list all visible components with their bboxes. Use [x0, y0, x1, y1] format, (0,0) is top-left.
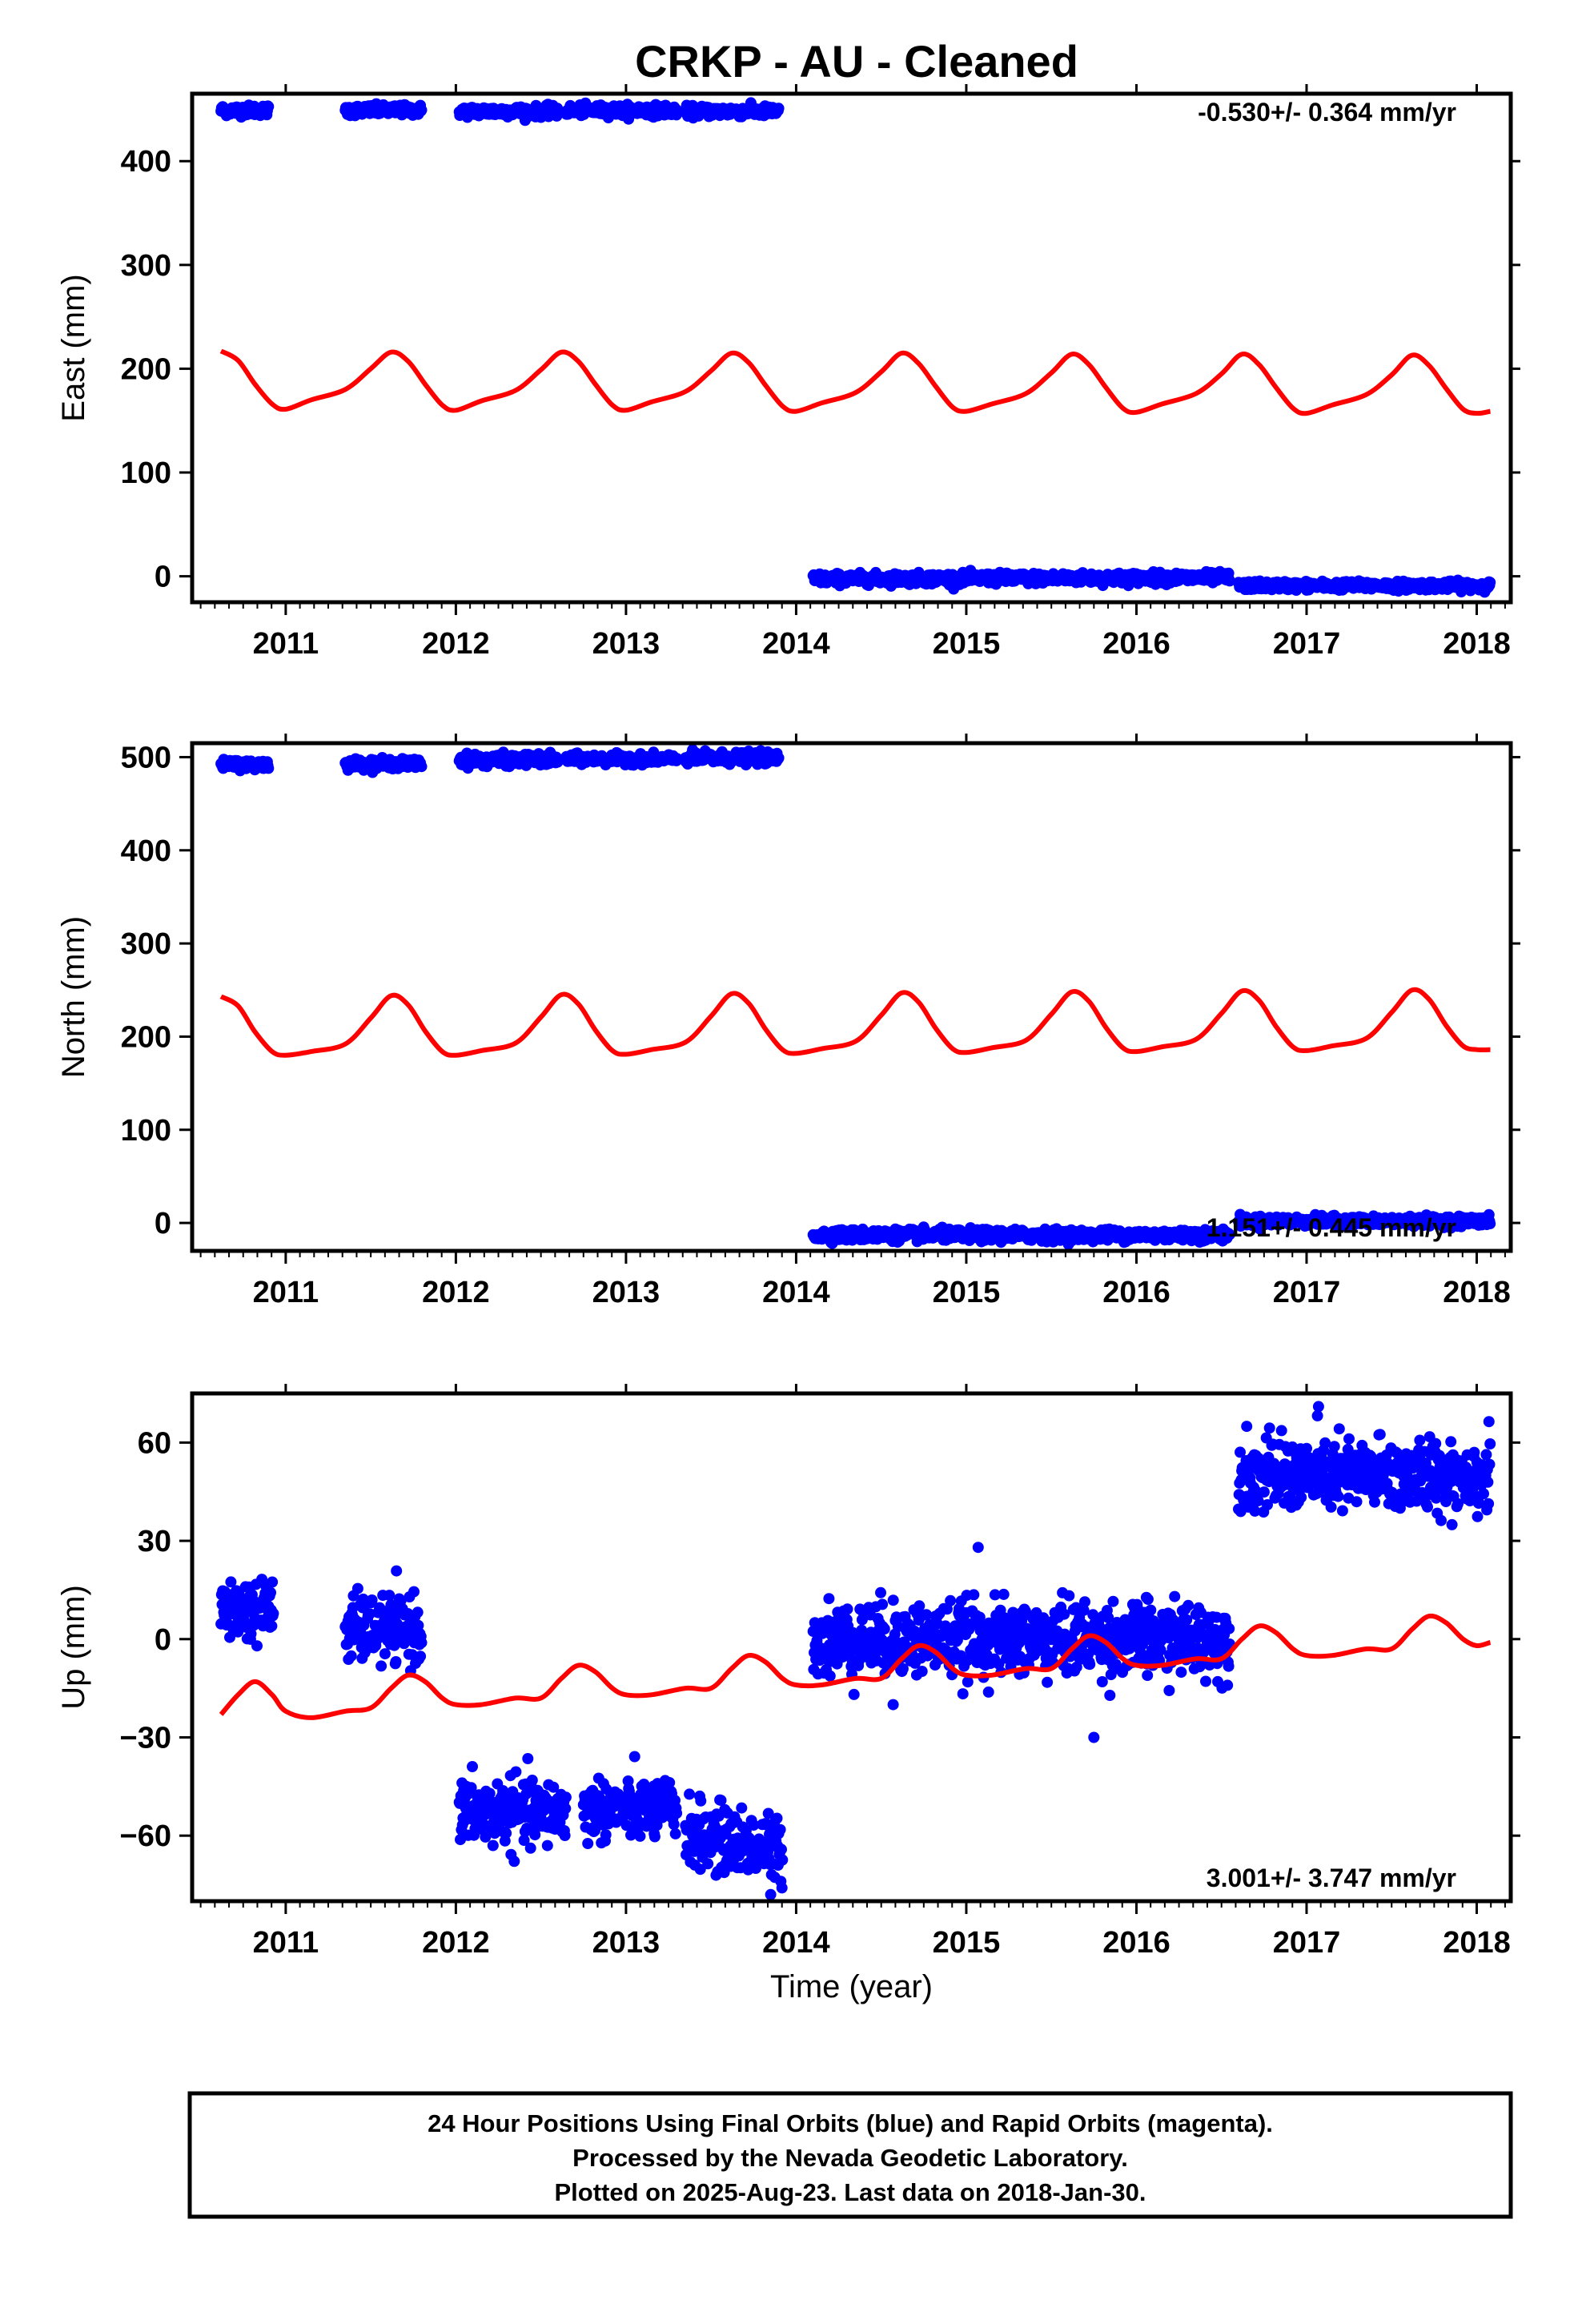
- x-tick-label: 2017: [1273, 627, 1341, 661]
- data-point: [1484, 1218, 1496, 1229]
- x-tick-label: 2015: [933, 627, 1001, 661]
- data-point: [267, 1576, 279, 1588]
- east-rate-label: -0.530+/- 0.364 mm/yr: [1198, 98, 1456, 127]
- data-point: [560, 1791, 572, 1803]
- x-tick-label: 2014: [762, 1276, 830, 1309]
- data-point: [559, 1830, 571, 1841]
- east-plot-frame: [190, 91, 1513, 605]
- east-position-points: [215, 97, 1496, 598]
- data-point: [391, 1565, 403, 1577]
- north-panel: 2011 2012 2013 2014 2015 2016 2017 2018 0 100 200 3…: [56, 734, 1520, 1309]
- x-tick-label: 2012: [422, 1276, 490, 1309]
- x-tick-label: 2018: [1443, 1276, 1511, 1309]
- x-tick-label: 2016: [1102, 1276, 1170, 1309]
- data-point: [560, 1803, 572, 1815]
- data-point: [383, 1590, 396, 1602]
- data-point: [251, 1640, 263, 1652]
- data-point: [634, 1830, 646, 1842]
- x-tick-label: 2013: [592, 627, 661, 661]
- data-point: [508, 1856, 520, 1868]
- data-point: [390, 1656, 402, 1667]
- data-point: [267, 1607, 279, 1619]
- data-point: [684, 1788, 696, 1800]
- y-tick-label: 500: [121, 741, 171, 774]
- y-tick-label: 400: [121, 834, 171, 868]
- y-tick-label: 0: [155, 1207, 171, 1240]
- up-panel: 2011 2012 2013 2014 2015 2016 2017 201860300−30…: [56, 1384, 1520, 2004]
- data-point: [412, 1606, 424, 1618]
- east-y-axis-label: East (mm): [56, 274, 91, 421]
- north-seasonal-model-line: [219, 987, 1491, 1058]
- y-tick-label: 200: [121, 1020, 171, 1054]
- data-point: [628, 1751, 640, 1763]
- data-point: [695, 1795, 707, 1807]
- data-point: [526, 1775, 538, 1786]
- north-y-axis-label: North (mm): [56, 916, 91, 1078]
- data-point: [379, 1648, 391, 1660]
- data-point: [552, 103, 564, 115]
- data-point: [416, 104, 428, 116]
- data-point: [484, 1787, 496, 1799]
- data-point: [669, 1827, 681, 1839]
- data-point: [541, 1839, 553, 1852]
- data-point: [648, 1831, 661, 1843]
- data-point: [668, 1819, 680, 1830]
- data-point: [510, 1766, 522, 1778]
- y-tick-label: 100: [121, 1114, 171, 1148]
- x-tick-label: 2015: [933, 1276, 1001, 1309]
- up-position-points: [215, 1401, 1496, 1900]
- data-point: [671, 1807, 683, 1819]
- data-point: [773, 752, 785, 764]
- x-tick-label: 2018: [1443, 627, 1511, 661]
- data-point: [263, 101, 275, 113]
- data-point: [351, 1582, 363, 1594]
- data-point: [345, 1650, 357, 1662]
- y-tick-label: 400: [121, 145, 171, 179]
- north-rate-label: 1.151+/- 0.445 mm/yr: [1207, 1213, 1456, 1242]
- data-point: [500, 1827, 512, 1839]
- east-seasonal-model-line: [219, 348, 1492, 416]
- data-point: [671, 104, 683, 116]
- north-position-points: [215, 744, 1496, 1250]
- figure-title: CRKP - AU - Cleaned: [635, 36, 1078, 86]
- data-point: [582, 1838, 594, 1849]
- x-tick-label: 2011: [253, 1276, 319, 1309]
- east-panel: 2011 2012 2013 2014 2015 2016 2017 2018 0 100 200 3…: [56, 84, 1520, 661]
- data-point: [375, 1660, 387, 1672]
- data-point: [773, 103, 785, 115]
- y-tick-label: 100: [121, 456, 171, 490]
- y-tick-label: 300: [121, 927, 171, 961]
- data-point: [522, 1753, 534, 1764]
- data-point: [524, 1842, 536, 1854]
- data-point: [467, 1761, 478, 1772]
- x-tick-label: 2011: [253, 627, 319, 661]
- data-point: [702, 1858, 714, 1870]
- y-tick-label: 300: [121, 249, 171, 283]
- x-tick-label: 2016: [1102, 627, 1170, 661]
- data-point: [416, 1637, 428, 1649]
- data-point: [415, 1651, 427, 1663]
- data-point: [265, 1586, 276, 1598]
- data-point: [600, 1829, 612, 1841]
- y-tick-label: 200: [121, 352, 171, 386]
- x-tick-label: 2017: [1273, 1276, 1341, 1309]
- data-point: [1484, 577, 1496, 589]
- x-tick-label: 2013: [592, 1276, 661, 1309]
- y-tick-label: 0: [155, 561, 171, 594]
- data-point: [487, 1839, 499, 1852]
- data-point: [416, 761, 428, 773]
- data-point: [263, 762, 275, 774]
- x-tick-label: 2012: [422, 627, 490, 661]
- x-tick-label: 2014: [762, 627, 830, 661]
- data-point: [408, 1586, 420, 1598]
- data-point: [266, 1620, 278, 1632]
